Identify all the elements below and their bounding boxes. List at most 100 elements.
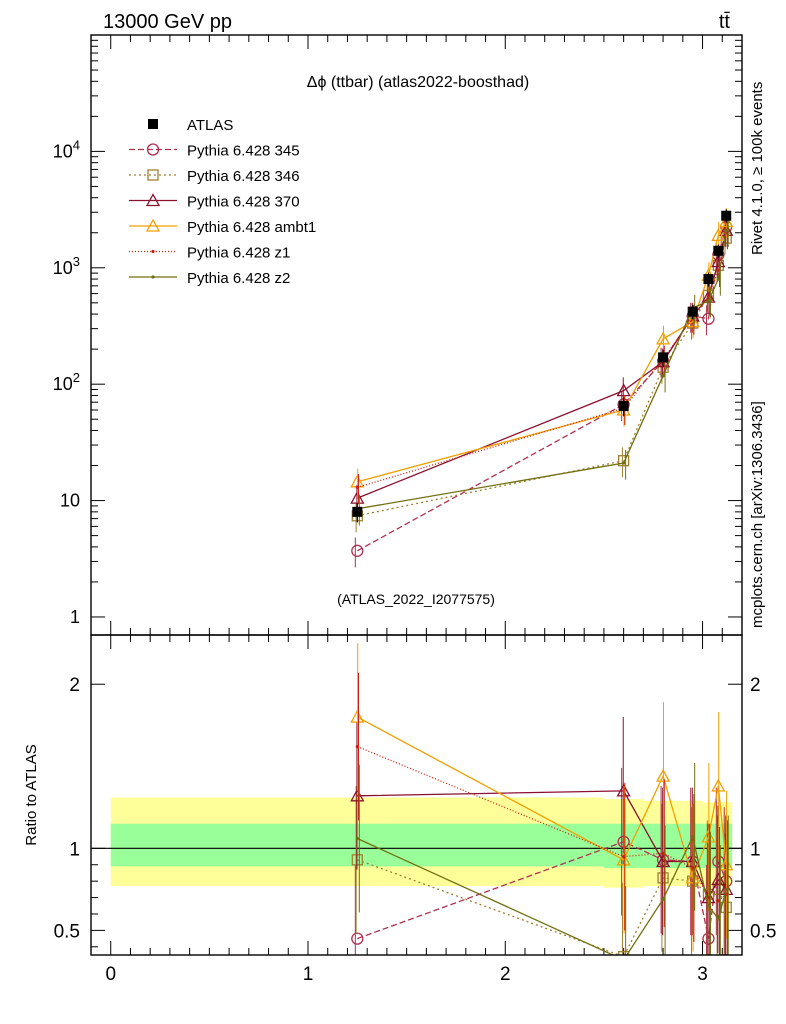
ratio-series-5 xyxy=(355,763,729,961)
data-point xyxy=(351,932,364,945)
data-point xyxy=(691,835,695,839)
data-point xyxy=(355,836,359,841)
data-point xyxy=(701,829,716,843)
data-point xyxy=(616,383,631,397)
y-tick-label-right: 0.5 xyxy=(750,921,776,942)
data-point xyxy=(706,299,711,303)
y-tick-label: 1 xyxy=(69,839,80,860)
data-point xyxy=(622,958,625,961)
data-point xyxy=(716,899,720,903)
series-3 xyxy=(350,208,734,499)
watermark: (ATLAS_2022_I2077575) xyxy=(337,591,495,607)
data-point xyxy=(351,544,364,557)
ratio-frame xyxy=(90,634,743,956)
data-point xyxy=(350,709,365,723)
process-label: tt̄ xyxy=(719,11,731,33)
legend-entry: Pythia 6.428 345 xyxy=(129,143,300,160)
data-point xyxy=(145,218,161,232)
data-point xyxy=(706,904,711,908)
data-point xyxy=(721,210,732,221)
y-tick-label: 2 xyxy=(69,675,80,696)
data-point xyxy=(724,887,728,891)
data-point xyxy=(655,768,671,782)
y-tick-label: 102 xyxy=(53,370,80,394)
energy-label: 13000 GeV pp xyxy=(103,11,232,33)
y-tick-label: 104 xyxy=(53,137,80,161)
data-point xyxy=(719,214,734,228)
data-point xyxy=(151,275,155,279)
y-tick-label: 103 xyxy=(53,254,80,278)
y-tick-label: 0.5 xyxy=(54,921,80,942)
legend-entry: Pythia 6.428 ambt1 xyxy=(129,218,316,236)
legend-label: Pythia 6.428 370 xyxy=(187,194,300,211)
series-2 xyxy=(350,217,734,515)
legend-label: Pythia 6.428 346 xyxy=(187,168,300,185)
data-point xyxy=(146,143,160,156)
data-point xyxy=(355,744,359,749)
side-label-bottom: mcplots.cern.ch [arXiv:1306.3436] xyxy=(749,401,766,628)
x-tick-label: 0 xyxy=(105,964,116,985)
reference-series xyxy=(352,209,732,523)
data-point xyxy=(711,227,726,241)
ratio-ylabel: Ratio to ATLAS xyxy=(23,744,40,845)
data-point xyxy=(658,352,669,363)
legend-label: Pythia 6.428 ambt1 xyxy=(187,219,316,236)
data-point xyxy=(711,778,726,792)
data-point xyxy=(617,950,630,955)
data-point xyxy=(691,866,695,870)
ratio-panel: 0.5 0.5 1 1 2 2 0 1 2 3 Ratio to ATLAS xyxy=(23,634,776,985)
data-point xyxy=(655,331,671,345)
data-point xyxy=(145,193,161,207)
legend-label: Pythia 6.428 z1 xyxy=(187,245,290,262)
data-point xyxy=(661,851,665,855)
x-tick-label: 1 xyxy=(303,964,314,985)
series-line xyxy=(357,226,727,552)
ratio-series-4 xyxy=(355,672,728,955)
data-point xyxy=(147,169,159,181)
data-point xyxy=(355,485,359,489)
series-line xyxy=(357,221,727,483)
y-tick-label-right: 2 xyxy=(750,675,761,696)
data-point xyxy=(622,461,626,465)
data-point xyxy=(716,917,720,921)
data-point xyxy=(622,854,626,859)
data-point xyxy=(350,788,365,802)
x-tick-label: 3 xyxy=(697,964,708,985)
y-tick-label: 1 xyxy=(70,607,80,627)
data-point xyxy=(352,506,363,517)
series-line xyxy=(357,230,727,499)
data-point xyxy=(724,228,728,232)
data-point xyxy=(711,872,726,886)
legend-entry: Pythia 6.428 346 xyxy=(129,168,300,185)
data-point xyxy=(661,374,665,378)
series-0 xyxy=(351,213,733,568)
legend-label: ATLAS xyxy=(187,117,233,134)
ratio-series-3 xyxy=(350,643,734,952)
data-point xyxy=(617,455,630,467)
legend-entry: ATLAS xyxy=(148,117,233,134)
data-point xyxy=(706,895,711,900)
data-point xyxy=(148,119,158,129)
series-1 xyxy=(351,224,732,533)
data-point xyxy=(713,245,724,256)
data-point xyxy=(616,852,631,866)
data-point xyxy=(687,306,698,317)
legend-label: Pythia 6.428 345 xyxy=(187,143,300,160)
data-point xyxy=(618,400,629,411)
legend-entry: Pythia 6.428 370 xyxy=(129,193,300,211)
legend-entry: Pythia 6.428 z2 xyxy=(129,270,290,287)
series-line xyxy=(357,237,727,517)
y-tick-label: 10 xyxy=(60,491,80,511)
data-point xyxy=(661,897,665,901)
data-point xyxy=(719,857,734,871)
y-tick-label-right: 1 xyxy=(750,839,761,860)
series-5 xyxy=(355,217,729,526)
legend-entry: Pythia 6.428 z1 xyxy=(129,245,290,262)
data-point xyxy=(685,870,700,884)
series-4 xyxy=(355,219,728,504)
main-panel: Δϕ (ttbar) (atlas2022-boosthad) (ATLAS_2… xyxy=(53,34,743,636)
legend: ATLAS Pythia 6.428 345 Pythia 6.428 346 Pyt… xyxy=(129,117,316,287)
side-label-top: Rivet 4.1.0, ≥ 100k events xyxy=(749,82,766,255)
data-point xyxy=(655,854,671,868)
